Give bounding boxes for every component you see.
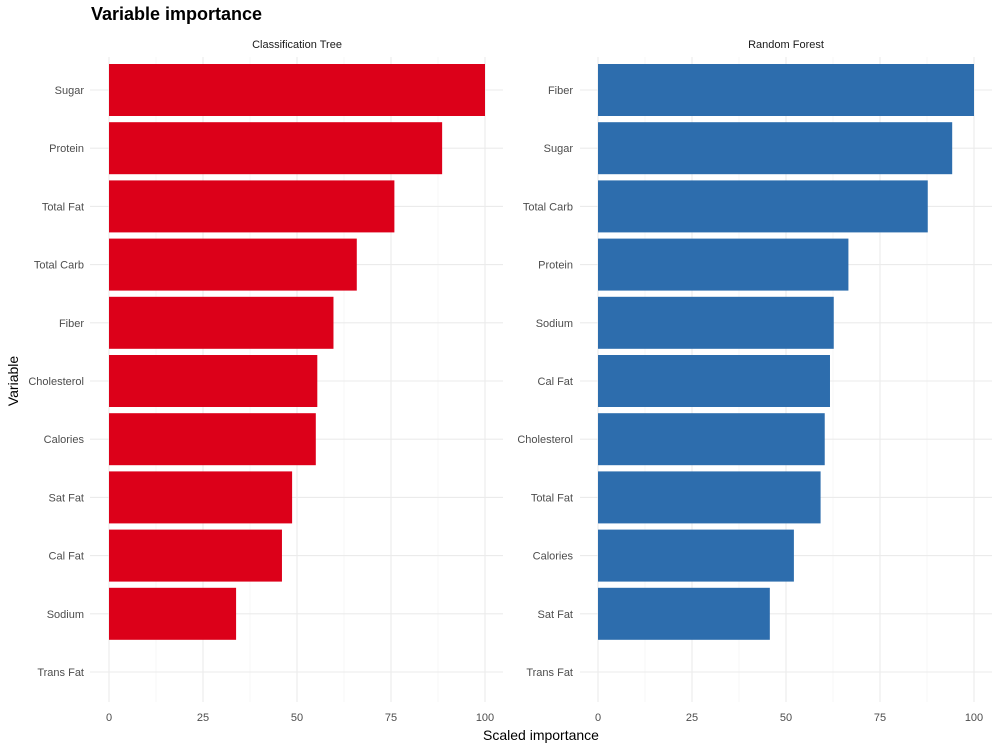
- panel-classification-tree: 0 25 50 75 100 Classification Tree Sugar Protei…: [28, 39, 503, 724]
- panel-title: Classification Tree: [252, 39, 342, 51]
- x-tick-label: 0: [106, 712, 112, 724]
- x-tick-label: 0: [595, 712, 601, 724]
- y-tick-label: Sat Fat: [538, 609, 573, 621]
- bar-fiber: [598, 64, 974, 116]
- panel-title: Random Forest: [748, 39, 824, 51]
- bar-protein: [598, 238, 849, 291]
- y-tick-label: Cal Fat: [538, 376, 573, 388]
- bar-fiber: [109, 296, 334, 349]
- y-tick-label: Fiber: [548, 85, 573, 97]
- bar-sat-fat: [109, 471, 293, 524]
- x-axis-title: Scaled importance: [483, 727, 599, 743]
- bar-sat-fat: [598, 587, 770, 640]
- y-tick-label: Sugar: [544, 143, 574, 155]
- x-tick-label: 75: [385, 712, 397, 724]
- bar-cholesterol: [598, 413, 825, 466]
- y-tick-label: Sat Fat: [49, 492, 84, 504]
- y-tick-label: Trans Fat: [37, 667, 84, 679]
- x-tick-label: 50: [291, 712, 303, 724]
- bar-cal-fat: [598, 355, 830, 407]
- y-tick-label: Cholesterol: [28, 376, 84, 388]
- x-tick-label: 50: [780, 712, 792, 724]
- bar-sodium: [598, 296, 834, 349]
- y-tick-label: Total Fat: [42, 201, 84, 213]
- y-axis-title: Variable: [5, 356, 21, 407]
- bar-total-carb: [109, 238, 357, 291]
- bar-cal-fat: [109, 529, 282, 582]
- y-tick-label: Protein: [49, 143, 84, 155]
- x-tick-label: 100: [965, 712, 983, 724]
- x-tick-label: 100: [476, 712, 494, 724]
- bar-calories: [109, 413, 316, 466]
- x-tick-label: 75: [874, 712, 886, 724]
- bar-total-carb: [598, 180, 928, 233]
- chart-title: Variable importance: [91, 4, 263, 24]
- y-tick-label: Total Carb: [523, 201, 573, 213]
- y-tick-label: Protein: [538, 260, 573, 272]
- bar-protein: [109, 122, 443, 175]
- y-tick-label: Total Fat: [531, 492, 573, 504]
- y-tick-label: Fiber: [59, 318, 84, 330]
- bar-sugar: [109, 64, 485, 116]
- bar-cholesterol: [109, 355, 318, 407]
- bar-sodium: [109, 587, 237, 640]
- y-tick-label: Sodium: [536, 318, 573, 330]
- y-tick-label: Cholesterol: [517, 434, 573, 446]
- x-tick-label: 25: [197, 712, 209, 724]
- y-tick-label: Calories: [533, 551, 574, 563]
- y-tick-label: Total Carb: [34, 260, 84, 272]
- x-tick-label: 25: [686, 712, 698, 724]
- y-tick-label: Sodium: [47, 609, 84, 621]
- y-tick-label: Trans Fat: [526, 667, 573, 679]
- y-tick-label: Calories: [44, 434, 85, 446]
- y-tick-label: Cal Fat: [49, 551, 84, 563]
- y-tick-label: Sugar: [55, 85, 85, 97]
- bar-sugar: [598, 122, 953, 175]
- bar-calories: [598, 529, 794, 582]
- bar-total-fat: [109, 180, 395, 233]
- bar-total-fat: [598, 471, 821, 524]
- panel-random-forest: 0 25 50 75 100 Random Forest Fiber Sugar Total C…: [517, 39, 992, 724]
